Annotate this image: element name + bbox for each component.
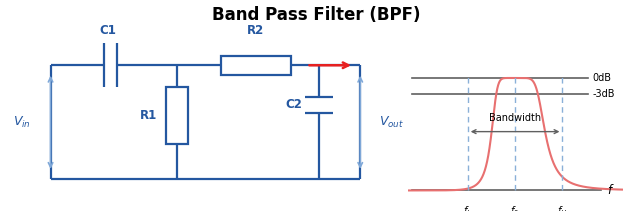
Text: $V_{in}$: $V_{in}$	[13, 115, 31, 130]
Text: $f_L$: $f_L$	[463, 204, 472, 211]
Text: R1: R1	[140, 110, 157, 122]
Text: $f_0$: $f_0$	[511, 204, 520, 211]
Text: $f_H$: $f_H$	[557, 204, 568, 211]
Text: C1: C1	[99, 24, 116, 37]
Text: R2: R2	[247, 24, 265, 37]
Text: $V_{out}$: $V_{out}$	[379, 115, 404, 130]
Bar	[221, 56, 291, 75]
Text: Band Pass Filter (BPF): Band Pass Filter (BPF)	[212, 5, 420, 24]
Text: C2: C2	[286, 98, 302, 111]
Text: 0dB: 0dB	[592, 73, 611, 83]
Text: -3dB: -3dB	[592, 89, 615, 99]
Text: Bandwidth: Bandwidth	[489, 113, 541, 123]
Text: f: f	[607, 184, 612, 197]
Bar	[166, 87, 188, 145]
